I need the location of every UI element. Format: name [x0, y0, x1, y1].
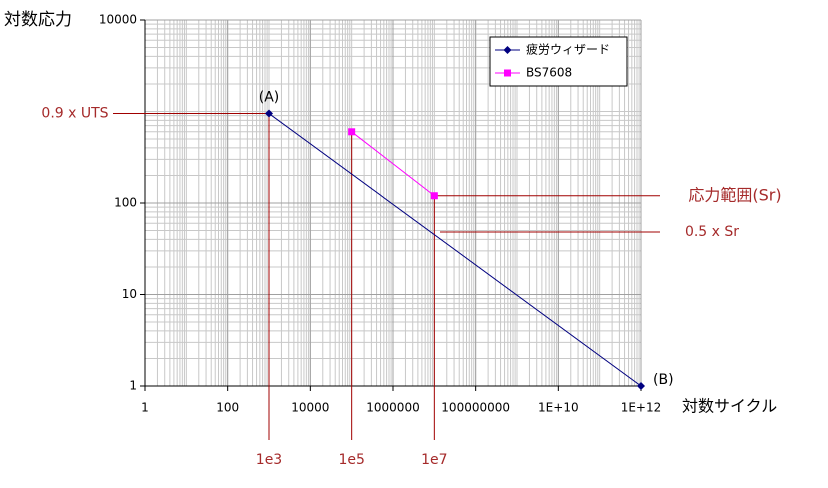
annotation: (A): [259, 90, 280, 106]
series-line: [268, 113, 642, 387]
x-tick-label: 1000000: [366, 401, 419, 415]
annotation: 0.9 x UTS: [41, 106, 108, 122]
y-tick-label: 100: [114, 196, 137, 210]
x-tick-label: 10000: [291, 401, 329, 415]
x-tick-label: 1E+10: [538, 401, 579, 415]
annotation: 1e7: [421, 452, 447, 468]
point: [637, 382, 645, 390]
legend-marker: [503, 46, 512, 54]
y-tick-label: 10: [122, 287, 137, 301]
x-tick-label: 100000000: [441, 401, 510, 415]
y-tick-label: 10000: [99, 13, 137, 27]
annotation: (B): [653, 372, 674, 388]
x-axis-label: 対数サイクル: [682, 397, 777, 416]
annotation: 0.5 x Sr: [685, 224, 739, 240]
point: [265, 109, 273, 118]
annotation: 応力範囲(Sr): [688, 185, 781, 204]
series-line: [351, 131, 435, 197]
x-tick-label: 100: [216, 401, 239, 415]
legend-label: 疲労ウィザード: [526, 42, 610, 57]
point: [348, 128, 356, 136]
x-tick-label: 1E+12: [621, 401, 662, 415]
legend-marker: [504, 69, 511, 77]
legend-label: BS7608: [526, 66, 572, 80]
legend-box: [489, 36, 628, 87]
y-axis-label: 対数応力: [4, 10, 72, 30]
x-tick-label: 1: [141, 401, 149, 415]
point: [430, 192, 438, 200]
annotation: 1e3: [256, 452, 282, 468]
annotation: 1e5: [338, 452, 364, 468]
y-tick-label: 1: [129, 379, 137, 393]
